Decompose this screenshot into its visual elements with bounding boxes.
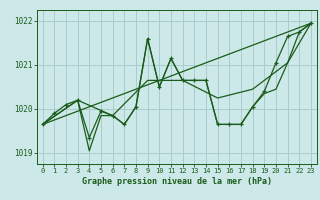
X-axis label: Graphe pression niveau de la mer (hPa): Graphe pression niveau de la mer (hPa) xyxy=(82,177,272,186)
